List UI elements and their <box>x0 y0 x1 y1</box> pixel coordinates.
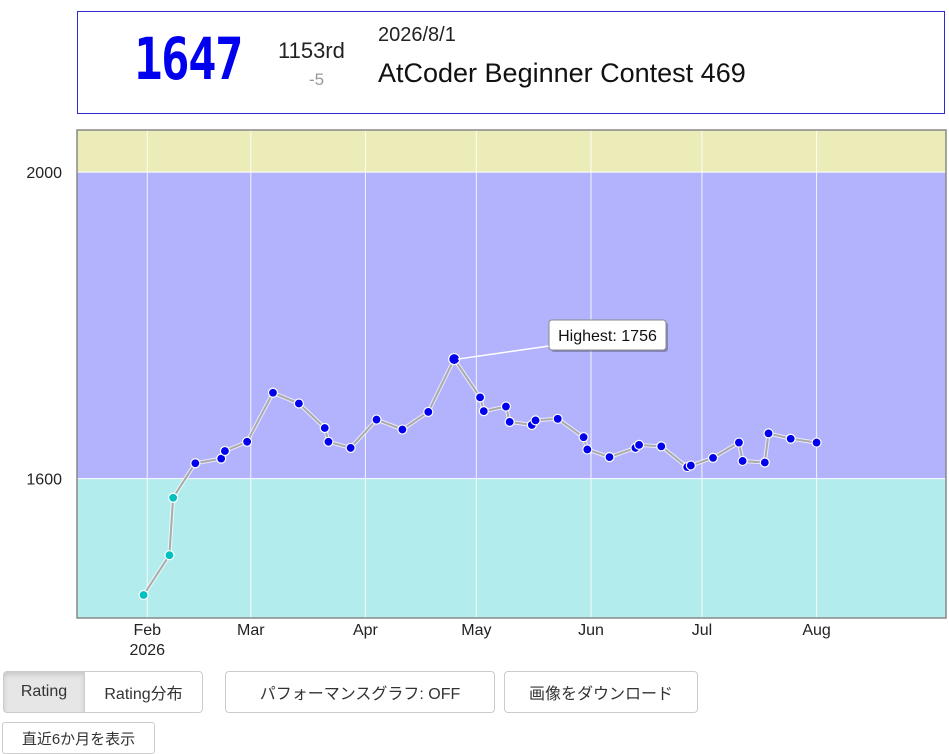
data-point <box>168 492 179 503</box>
data-point <box>656 441 667 452</box>
data-point <box>319 422 330 434</box>
data-point <box>138 589 149 601</box>
rating-distribution-button[interactable]: Rating分布 <box>85 671 203 713</box>
data-point <box>219 445 231 457</box>
annotation-box <box>548 319 667 351</box>
annotation-label: Highest: 1756 <box>558 328 657 345</box>
x-tick-label: 2026 <box>129 642 165 659</box>
rating-band-0 <box>77 130 946 173</box>
rating-series <box>138 352 822 601</box>
y-tick-label: 2000 <box>26 165 62 182</box>
x-tick-label: Jul <box>692 622 712 639</box>
rating-band-2 <box>77 478 946 618</box>
y-axis-ticks: 1600 2000 <box>26 165 62 488</box>
data-point <box>423 406 434 418</box>
x-axis-ticks: Feb 2026 Mar Apr May Jun Jul Aug <box>129 622 830 659</box>
contest-date: 2026/8/1 <box>378 24 456 46</box>
data-point <box>530 415 541 426</box>
x-tick-label: May <box>461 622 491 639</box>
rating-diff: -5 <box>309 70 325 89</box>
data-point <box>763 428 774 439</box>
data-point <box>582 444 593 455</box>
rating-color-bands <box>77 130 946 618</box>
data-point <box>504 416 515 427</box>
annotation-leader <box>457 345 550 360</box>
data-point <box>685 460 696 471</box>
data-point <box>633 439 645 450</box>
data-point <box>578 432 589 443</box>
highest-annotation: Highest: 1756 <box>457 319 668 360</box>
chart-frame <box>76 129 947 619</box>
x-tick-label: Jun <box>578 622 604 639</box>
show-recent-6-months-button[interactable]: 直近6か月を表示 <box>2 722 155 754</box>
contest-rank: 1153rd <box>278 38 345 63</box>
data-point <box>604 452 615 463</box>
rating-tab-button[interactable]: Rating <box>3 671 85 713</box>
chart-grid <box>77 130 946 618</box>
data-point <box>737 455 748 467</box>
data-point <box>759 457 770 468</box>
data-point <box>500 401 512 412</box>
data-point <box>267 387 279 398</box>
data-point <box>190 458 201 469</box>
data-point <box>345 442 356 454</box>
x-tick-label: Apr <box>353 622 379 639</box>
data-point <box>371 414 382 425</box>
data-point <box>474 392 486 403</box>
x-tick-label: Feb <box>133 622 161 639</box>
rating-chart: 1600 2000 Feb 2026 Mar Apr May Jun Jul Aug Highe… <box>26 129 947 659</box>
data-point <box>293 398 304 409</box>
x-tick-label: Aug <box>802 622 830 639</box>
data-point <box>478 406 489 417</box>
download-image-button[interactable]: 画像をダウンロード <box>504 671 698 713</box>
contest-status-box: 1647 1153rd -5 2026/8/1 AtCoder Beginner… <box>77 11 945 114</box>
data-point <box>785 433 796 444</box>
current-rating: 1647 <box>134 25 244 93</box>
data-point <box>323 436 334 447</box>
data-point <box>164 550 175 561</box>
data-point <box>733 437 745 448</box>
data-point <box>242 436 253 447</box>
data-point <box>707 452 719 463</box>
contest-name: AtCoder Beginner Contest 469 <box>378 58 746 88</box>
y-tick-label: 1600 <box>26 472 62 489</box>
rating-band-1 <box>77 172 946 479</box>
data-point <box>811 437 822 448</box>
data-point <box>397 424 408 435</box>
performance-graph-toggle[interactable]: パフォーマンスグラフ: OFF <box>225 671 495 713</box>
data-point <box>552 413 563 424</box>
x-tick-label: Mar <box>237 622 265 639</box>
